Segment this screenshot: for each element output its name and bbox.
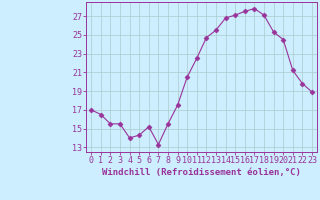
X-axis label: Windchill (Refroidissement éolien,°C): Windchill (Refroidissement éolien,°C) bbox=[102, 168, 301, 177]
